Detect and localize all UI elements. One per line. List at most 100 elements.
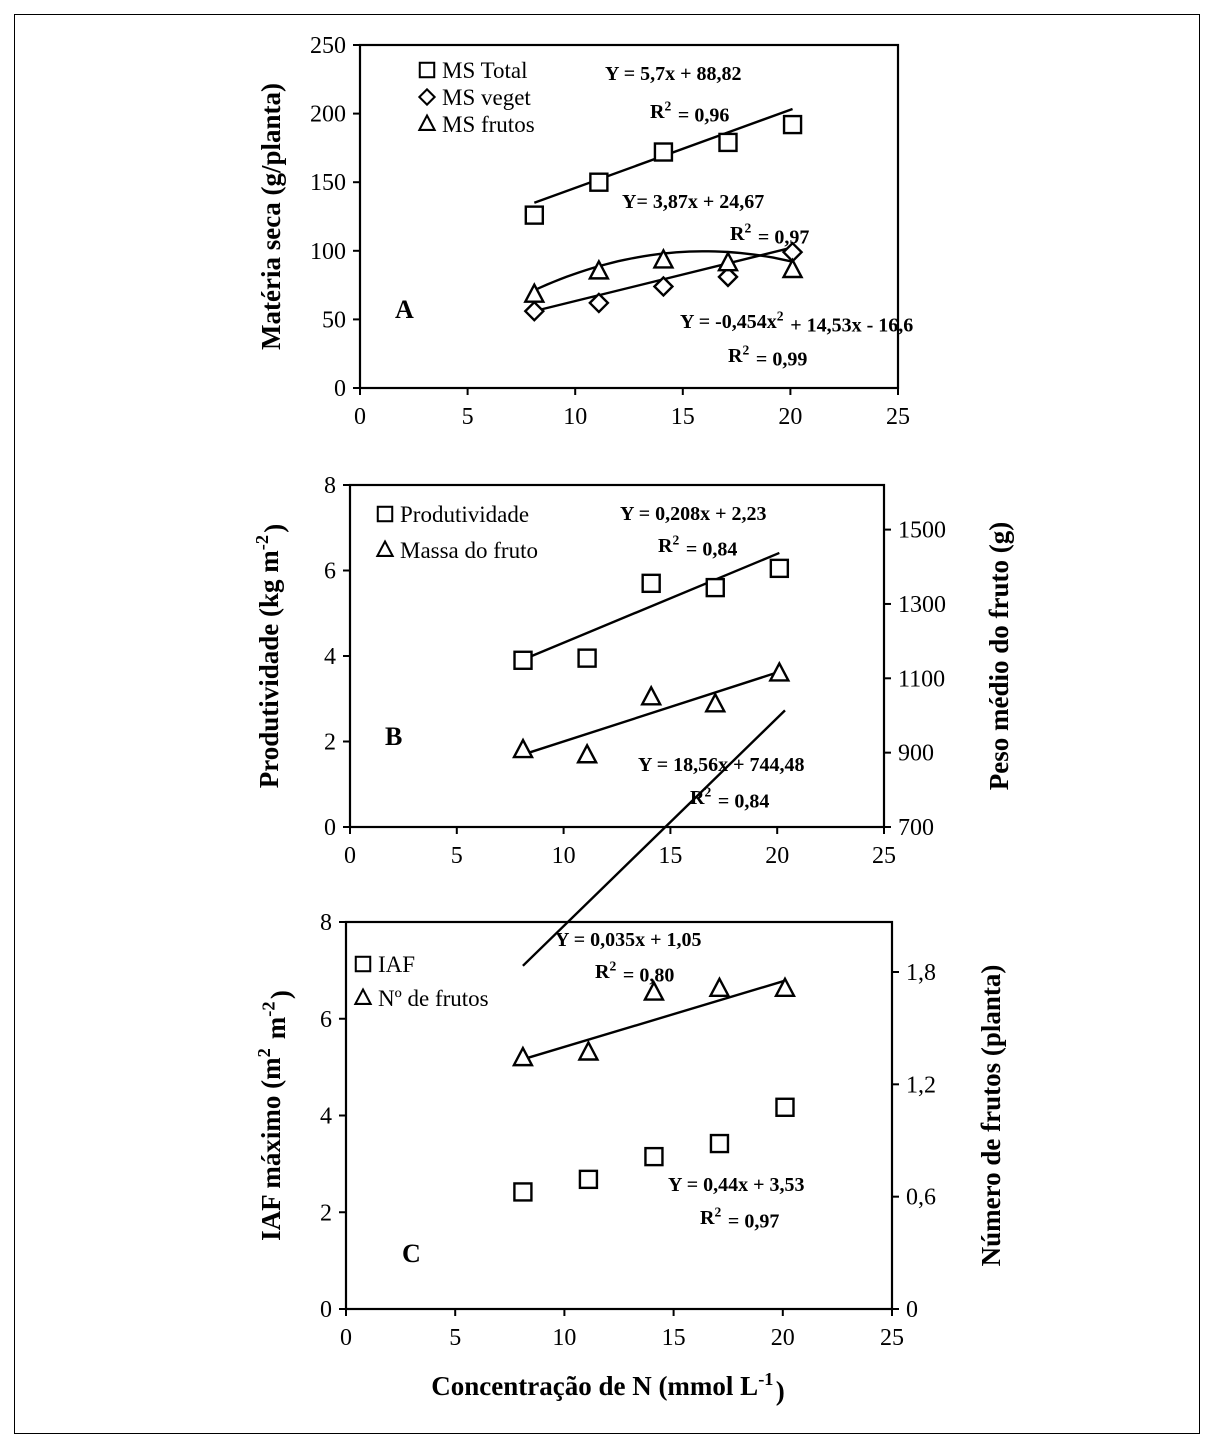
y-tick-label: 0 [320, 1297, 332, 1323]
data-point-square [655, 144, 672, 161]
data-point-square [579, 650, 596, 667]
data-point-triangle [706, 694, 724, 711]
x-tick-label: 20 [771, 1325, 795, 1351]
data-point-square [514, 1183, 531, 1200]
y2-axis-label: Peso médio do fruto (g) [984, 522, 1014, 790]
legend-marker-triangle [355, 990, 370, 1004]
y-tick-label: 0 [334, 376, 346, 402]
y-tick-label: 6 [324, 559, 336, 585]
x-tick-label: 20 [765, 843, 789, 869]
y-tick-label: 8 [324, 473, 336, 499]
regression-equation: Y = 5,7x + 88,82 [605, 63, 742, 85]
y-tick-label: 150 [310, 170, 346, 196]
data-point-square [771, 560, 788, 577]
legend-label: MS frutos [442, 112, 535, 137]
r-squared: R2 = 0,97 [730, 221, 809, 249]
data-point-square [590, 174, 607, 191]
y2-tick-label: 1100 [898, 666, 945, 692]
legend-marker-triangle [377, 542, 392, 556]
fit-line [523, 710, 785, 965]
legend-marker-square [356, 957, 370, 971]
y-axis-label: Matéria seca (g/planta) [256, 83, 286, 350]
data-point-square [784, 116, 801, 133]
panel-letter: C [402, 1239, 421, 1268]
data-point-triangle [770, 663, 788, 680]
x-tick-label: 25 [886, 404, 910, 430]
regression-equation: Y= 3,87x + 24,67 [622, 191, 764, 213]
data-point-square [526, 207, 543, 224]
y2-tick-label: 1,8 [906, 960, 936, 986]
data-point-square [645, 1148, 662, 1165]
data-point-diamond [525, 302, 543, 320]
y2-axis-label: Número de frutos (planta) [976, 965, 1006, 1267]
x-tick-label: 15 [658, 843, 682, 869]
data-point-triangle [642, 687, 660, 704]
r-squared: R2 = 0,80 [595, 959, 674, 987]
legend-label: IAF [378, 952, 415, 977]
r-squared: R2 = 0,96 [650, 99, 729, 127]
data-point-square [707, 579, 724, 596]
data-point-square [776, 1099, 793, 1116]
data-point-square [643, 575, 660, 592]
x-tick-label: 5 [451, 843, 463, 869]
panel-letter: B [385, 722, 402, 751]
x-tick-label: 0 [354, 404, 366, 430]
x-tick-label: 5 [449, 1325, 461, 1351]
x-tick-label: 25 [880, 1325, 904, 1351]
regression-equation: Y = 0,44x + 3,53 [668, 1174, 805, 1196]
data-point-triangle [514, 740, 532, 757]
y-tick-label: 200 [310, 102, 346, 128]
panel-B: 0 5 10 15 20 2502468700900110013001500Produti… [252, 473, 1014, 869]
legend-marker-triangle [419, 116, 434, 130]
legend-label: MS veget [442, 85, 531, 110]
x-tick-label: 0 [344, 843, 356, 869]
panel-letter: A [395, 295, 414, 324]
x-tick-label: 5 [462, 404, 474, 430]
legend-label: Nº de frutos [378, 986, 489, 1011]
x-tick-label: 0 [340, 1325, 352, 1351]
y-tick-label: 6 [320, 1007, 332, 1033]
data-point-triangle [784, 260, 802, 277]
data-point-triangle [579, 1042, 597, 1059]
data-point-triangle [710, 979, 728, 996]
y2-tick-label: 1500 [898, 518, 946, 544]
fit-line [523, 553, 779, 660]
r-squared: R2 = 0,84 [658, 533, 737, 561]
regression-equation: Y = 0,035x + 1,05 [555, 929, 702, 951]
y-tick-label: 50 [322, 307, 346, 333]
y2-tick-label: 900 [898, 741, 934, 767]
y2-tick-label: 1300 [898, 592, 946, 618]
x-tick-label: 10 [563, 404, 587, 430]
legend-marker-square [420, 63, 434, 77]
x-tick-label: 15 [662, 1325, 686, 1351]
legend-marker-square [378, 507, 392, 521]
y-axis-label: Produtividade (kg m-2 ) [252, 524, 289, 789]
y2-tick-label: 700 [898, 815, 934, 841]
y-tick-label: 4 [320, 1104, 332, 1130]
legend-label: MS Total [442, 58, 528, 83]
x-tick-label: 10 [552, 843, 576, 869]
r-squared: R2 = 0,97 [700, 1205, 779, 1233]
x-tick-label: 10 [552, 1325, 576, 1351]
data-point-square [711, 1135, 728, 1152]
y-tick-label: 250 [310, 33, 346, 59]
r-squared: R2 = 0,99 [728, 343, 807, 371]
regression-equation: Y = -0,454x2 + 14,53x - 16,6 [680, 309, 913, 337]
legend-marker-diamond [419, 89, 434, 104]
y-tick-label: 4 [324, 644, 336, 670]
y2-tick-label: 1,2 [906, 1072, 936, 1098]
y-tick-label: 2 [320, 1200, 332, 1226]
y-tick-label: 2 [324, 730, 336, 756]
x-axis-label: Concentração de N (mmol L-1 ) [431, 1369, 785, 1406]
data-point-square [580, 1171, 597, 1188]
data-point-square [719, 134, 736, 151]
plot-area [360, 45, 898, 388]
data-point-square [515, 652, 532, 669]
regression-equation: Y = 0,208x + 2,23 [620, 503, 767, 525]
x-tick-label: 15 [671, 404, 695, 430]
r-squared: R2 = 0,84 [690, 785, 769, 813]
data-point-triangle [578, 745, 596, 762]
